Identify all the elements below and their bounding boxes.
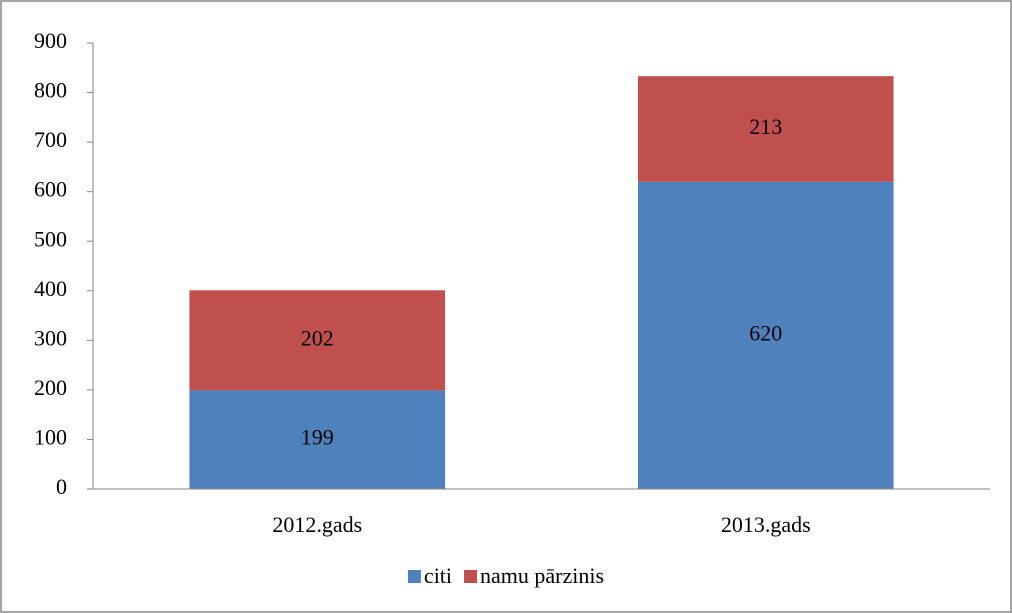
bar-segment xyxy=(637,181,894,489)
bar-segment xyxy=(189,290,446,391)
y-tick-label: 600 xyxy=(34,177,67,202)
data-label: 199 xyxy=(301,425,334,450)
data-label: 202 xyxy=(301,325,334,350)
y-tick-label: 900 xyxy=(34,28,67,53)
y-tick-label: 500 xyxy=(34,226,67,251)
x-tick-label: 2013.gads xyxy=(721,512,811,537)
y-tick-label: 800 xyxy=(34,78,67,103)
legend-label: citi xyxy=(424,563,452,588)
y-tick-label: 0 xyxy=(56,474,67,499)
bar-segment xyxy=(189,390,446,489)
data-label: 620 xyxy=(749,320,782,345)
legend: citi namu pārzinis xyxy=(407,563,604,588)
legend-swatch xyxy=(464,570,478,583)
y-tick-label: 300 xyxy=(34,325,67,350)
y-tick-label: 700 xyxy=(34,127,67,152)
x-tick-label: 2012.gads xyxy=(272,512,362,537)
y-tick-label: 100 xyxy=(34,424,67,449)
y-tick-label: 400 xyxy=(34,276,67,301)
legend-label: namu pārzinis xyxy=(480,563,604,588)
bar-segment xyxy=(637,76,894,182)
data-label: 213 xyxy=(749,114,782,139)
legend-swatch xyxy=(407,570,421,583)
y-tick-label: 200 xyxy=(34,375,67,400)
